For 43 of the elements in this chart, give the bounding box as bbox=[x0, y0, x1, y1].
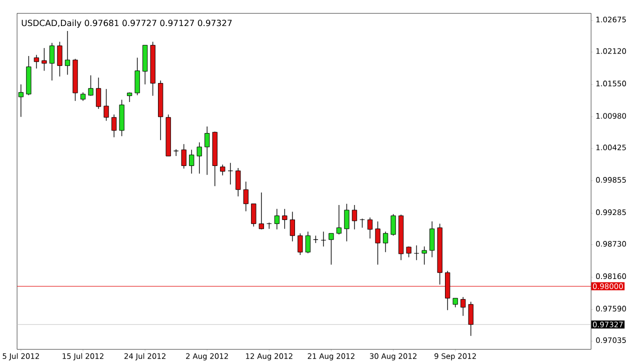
candlestick bbox=[196, 142, 202, 174]
candlestick bbox=[320, 231, 326, 247]
candlestick bbox=[236, 168, 241, 197]
text: USDCAD,Daily 0.97681 0.97727 0.97127 0.97327 bbox=[22, 20, 232, 28]
candlestick bbox=[429, 221, 435, 258]
candlestick bbox=[189, 149, 194, 174]
candlestick bbox=[382, 231, 388, 252]
candlestick bbox=[305, 231, 311, 254]
candlestick bbox=[460, 296, 466, 316]
candlestick bbox=[104, 88, 109, 122]
candlestick bbox=[204, 126, 210, 176]
candlestick bbox=[111, 114, 117, 138]
candlestick bbox=[49, 42, 55, 81]
candlestick bbox=[181, 144, 186, 169]
candlestick bbox=[134, 57, 140, 96]
candlestick bbox=[468, 301, 474, 336]
candlestick bbox=[274, 208, 280, 230]
candlestick bbox=[336, 204, 342, 235]
candlestick bbox=[298, 233, 303, 256]
candlestick bbox=[290, 211, 296, 242]
candlestick bbox=[452, 298, 458, 308]
candlestick bbox=[174, 148, 179, 156]
candlestick bbox=[344, 203, 350, 242]
candlestick bbox=[414, 244, 420, 260]
candlestick bbox=[282, 208, 288, 230]
candlestick bbox=[34, 54, 40, 69]
candlestick bbox=[42, 48, 47, 72]
candlestick bbox=[251, 203, 256, 227]
candlestick bbox=[390, 214, 396, 236]
candlestick bbox=[375, 221, 380, 265]
candlestick bbox=[228, 162, 233, 185]
candlestick bbox=[96, 77, 102, 110]
candlestick bbox=[64, 30, 70, 76]
candlestick bbox=[258, 192, 264, 230]
candlestick bbox=[243, 181, 248, 212]
candlestick bbox=[367, 217, 373, 239]
candlestick bbox=[88, 74, 94, 96]
candlestick bbox=[422, 246, 427, 265]
candlestick bbox=[352, 204, 358, 230]
candlestick bbox=[57, 41, 62, 77]
candlestick bbox=[360, 218, 365, 228]
candlestick bbox=[328, 233, 334, 265]
candlestick bbox=[220, 164, 226, 176]
